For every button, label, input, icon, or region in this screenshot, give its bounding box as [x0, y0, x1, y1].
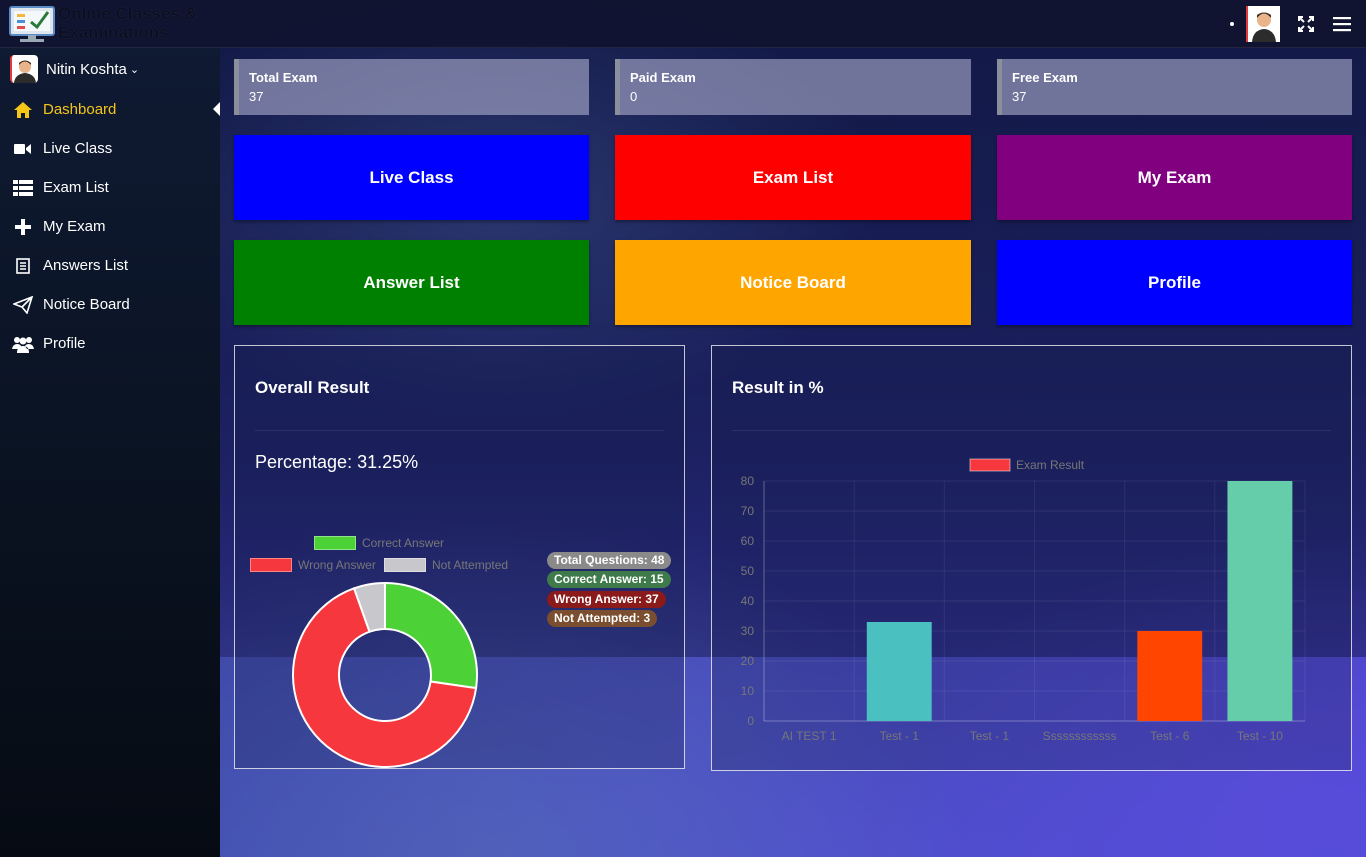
list-icon	[12, 178, 34, 198]
video-camera-icon	[12, 139, 34, 159]
stat-total-exam: Total Exam 37	[234, 59, 589, 115]
y-tick-label: 10	[741, 684, 755, 698]
donut-slice-wrong[interactable]	[292, 587, 478, 768]
y-tick-label: 50	[741, 564, 755, 578]
stat-label: Free Exam	[1012, 70, 1078, 85]
bar[interactable]	[866, 622, 932, 721]
badge-not-attempted: Not Attempted: 3	[547, 610, 658, 627]
sidebar-item-label: Dashboard	[43, 101, 117, 118]
legend-label: Exam Result	[1016, 458, 1085, 472]
legend-swatch	[314, 536, 356, 550]
stat-paid-exam: Paid Exam 0	[615, 59, 971, 115]
stat-value: 37	[249, 89, 264, 104]
percentage-text: Percentage: 31.25%	[255, 452, 419, 472]
paper-plane-icon	[12, 295, 34, 315]
y-tick-label: 80	[741, 474, 755, 488]
tile-profile[interactable]: Profile	[997, 240, 1352, 325]
bar-chart: Exam Result AI TEST 1 Test - 1 Test - 1 Sss…	[741, 458, 1306, 743]
stat-value: 37	[1012, 89, 1027, 104]
fullscreen-icon[interactable]	[1294, 12, 1318, 36]
user-menu[interactable]: Nitin Koshta ⌄	[0, 48, 220, 90]
y-tick-label: 70	[741, 504, 755, 518]
y-tick-label: 0	[747, 714, 754, 728]
divider	[732, 430, 1331, 431]
sidebar-item-label: Live Class	[43, 140, 113, 157]
legend-label: Correct Answer	[362, 536, 445, 550]
sidebar-item-answers-list[interactable]: Answers List	[0, 246, 220, 285]
panel-title: Overall Result	[255, 378, 370, 397]
document-list-icon	[12, 256, 34, 276]
stat-free-exam: Free Exam 37	[997, 59, 1352, 115]
legend-correct[interactable]: Correct Answer	[314, 536, 444, 550]
legend-swatch	[250, 558, 292, 572]
legend-wrong[interactable]: Wrong Answer	[250, 558, 376, 572]
plus-icon	[12, 217, 34, 237]
sidebar-item-label: Answers List	[43, 257, 129, 274]
legend-label: Wrong Answer	[298, 558, 376, 572]
user-name: Nitin Koshta	[46, 60, 127, 78]
sidebar-item-my-exam[interactable]: My Exam	[0, 207, 220, 246]
y-tick-label: 20	[741, 654, 755, 668]
stat-value: 0	[630, 89, 638, 104]
header-avatar[interactable]	[1246, 6, 1280, 42]
sidebar-item-profile[interactable]: Profile	[0, 324, 220, 363]
top-bar: Online Classes & Examinations	[0, 0, 1366, 48]
y-tick-label: 30	[741, 624, 755, 638]
donut-chart	[292, 581, 478, 768]
donut-slice-correct[interactable]	[384, 581, 478, 690]
x-tick-label: Test - 6	[1150, 729, 1190, 743]
y-tick-label: 40	[741, 594, 755, 608]
sidebar-nav: Dashboard Live Class Exam List My Exam	[0, 90, 220, 363]
x-tick-label: Test - 1	[970, 729, 1010, 743]
sidebar-item-live-class[interactable]: Live Class	[0, 129, 220, 168]
panel-title: Result in %	[732, 378, 824, 397]
y-tick-label: 60	[741, 534, 755, 548]
x-tick-label: Test - 10	[1237, 729, 1283, 743]
tile-answer-list[interactable]: Answer List	[234, 240, 589, 325]
badge-correct-answer: Correct Answer: 15	[547, 571, 671, 588]
result-percent-panel: Result in % Exam Result AI TEST 1 Test - …	[711, 345, 1352, 771]
sidebar-item-label: Profile	[43, 335, 86, 352]
brand-line-2: Examinations	[58, 23, 169, 42]
overall-result-panel: Overall Result Percentage: 31.25% Correc…	[234, 345, 685, 769]
legend-not-attempted[interactable]: Not Attempted	[384, 558, 508, 572]
bar[interactable]	[1227, 481, 1293, 721]
sidebar-item-exam-list[interactable]: Exam List	[0, 168, 220, 207]
tile-exam-list[interactable]: Exam List	[615, 135, 971, 220]
chevron-down-icon: ⌄	[129, 63, 140, 76]
legend-swatch[interactable]	[969, 458, 1011, 472]
stat-label: Paid Exam	[630, 70, 696, 85]
menu-icon[interactable]	[1330, 12, 1354, 36]
sidebar-item-label: Notice Board	[43, 296, 130, 313]
app-logo[interactable]	[4, 2, 62, 44]
x-tick-label: Test - 1	[880, 729, 920, 743]
donut-slice-not-attempted[interactable]	[352, 581, 386, 633]
user-avatar	[10, 55, 38, 83]
badge-total-questions: Total Questions: 48	[547, 552, 672, 569]
sidebar-item-label: My Exam	[43, 218, 106, 235]
active-indicator	[213, 102, 220, 116]
divider	[255, 430, 664, 431]
x-tick-label: AI TEST 1	[782, 729, 837, 743]
x-tick-label: Ssssssssssss	[1043, 729, 1117, 743]
sidebar-item-label: Exam List	[43, 179, 109, 196]
sidebar-item-dashboard[interactable]: Dashboard	[0, 90, 220, 129]
brand-line-1: Online Classes &	[58, 4, 197, 23]
tile-live-class[interactable]: Live Class	[234, 135, 589, 220]
home-icon	[12, 100, 34, 120]
brand-title: Online Classes & Examinations	[58, 4, 228, 42]
sidebar-item-notice-board[interactable]: Notice Board	[0, 285, 220, 324]
bar[interactable]	[1137, 631, 1203, 721]
notification-dot	[1230, 22, 1234, 26]
stat-label: Total Exam	[249, 70, 318, 85]
users-icon	[12, 334, 34, 354]
legend-label: Not Attempted	[432, 558, 509, 572]
sidebar: Nitin Koshta ⌄ Dashboard Live Class Exam…	[0, 48, 220, 857]
tile-notice-board[interactable]: Notice Board	[615, 240, 971, 325]
tile-my-exam[interactable]: My Exam	[997, 135, 1352, 220]
legend-swatch	[384, 558, 426, 572]
badge-wrong-answer: Wrong Answer: 37	[547, 591, 666, 608]
